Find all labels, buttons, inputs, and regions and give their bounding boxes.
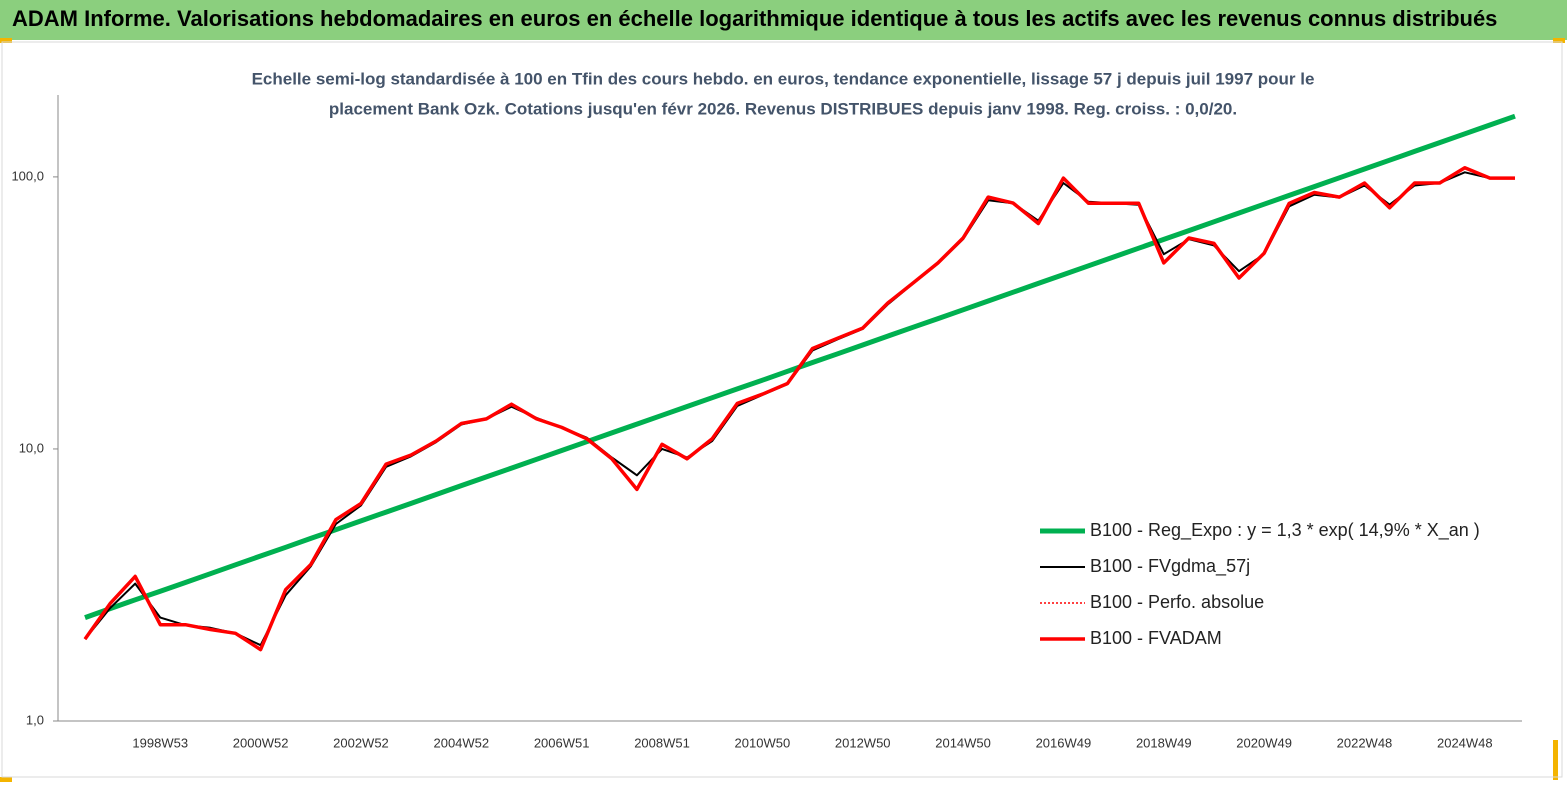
corner [1553, 38, 1565, 43]
legend-label: B100 - Perfo. absolue [1090, 592, 1264, 612]
x-tick-label: 2006W51 [534, 735, 590, 750]
subtitle: Echelle semi-log standardisée à 100 en T… [252, 69, 1315, 88]
series-line [83, 166, 1515, 652]
legend-label: B100 - FVADAM [1090, 628, 1222, 648]
x-tick-label: 2014W50 [935, 735, 991, 750]
x-tick-label: 2008W51 [634, 735, 690, 750]
corner [0, 38, 12, 43]
title-bar [0, 0, 1567, 40]
y-tick-label: 10,0 [19, 440, 44, 455]
x-tick-label: 1998W53 [132, 735, 188, 750]
frame [1, 41, 1563, 778]
legend-label: B100 - Reg_Expo : y = 1,3 * exp( 14,9% *… [1090, 520, 1480, 541]
x-tick-label: 2020W49 [1236, 735, 1292, 750]
y-tick-label: 100,0 [11, 168, 44, 183]
x-tick-label: 2016W49 [1036, 735, 1092, 750]
x-tick-label: 2018W49 [1136, 735, 1192, 750]
x-tick-label: 2004W52 [433, 735, 489, 750]
x-tick-label: 2012W50 [835, 735, 891, 750]
chart-title: ADAM Informe. Valorisations hebdomadaire… [12, 6, 1497, 31]
x-tick-label: 2022W48 [1337, 735, 1393, 750]
x-tick-label: 2000W52 [233, 735, 289, 750]
corner [1553, 740, 1558, 780]
y-tick-label: 1,0 [26, 712, 44, 727]
legend-label: B100 - FVgdma_57j [1090, 556, 1250, 577]
subtitle: placement Bank Ozk. Cotations jusqu'en f… [329, 99, 1237, 118]
corner [0, 777, 12, 782]
x-tick-label: 2002W52 [333, 735, 389, 750]
x-tick-label: 2010W50 [735, 735, 791, 750]
x-tick-label: 2024W48 [1437, 735, 1493, 750]
